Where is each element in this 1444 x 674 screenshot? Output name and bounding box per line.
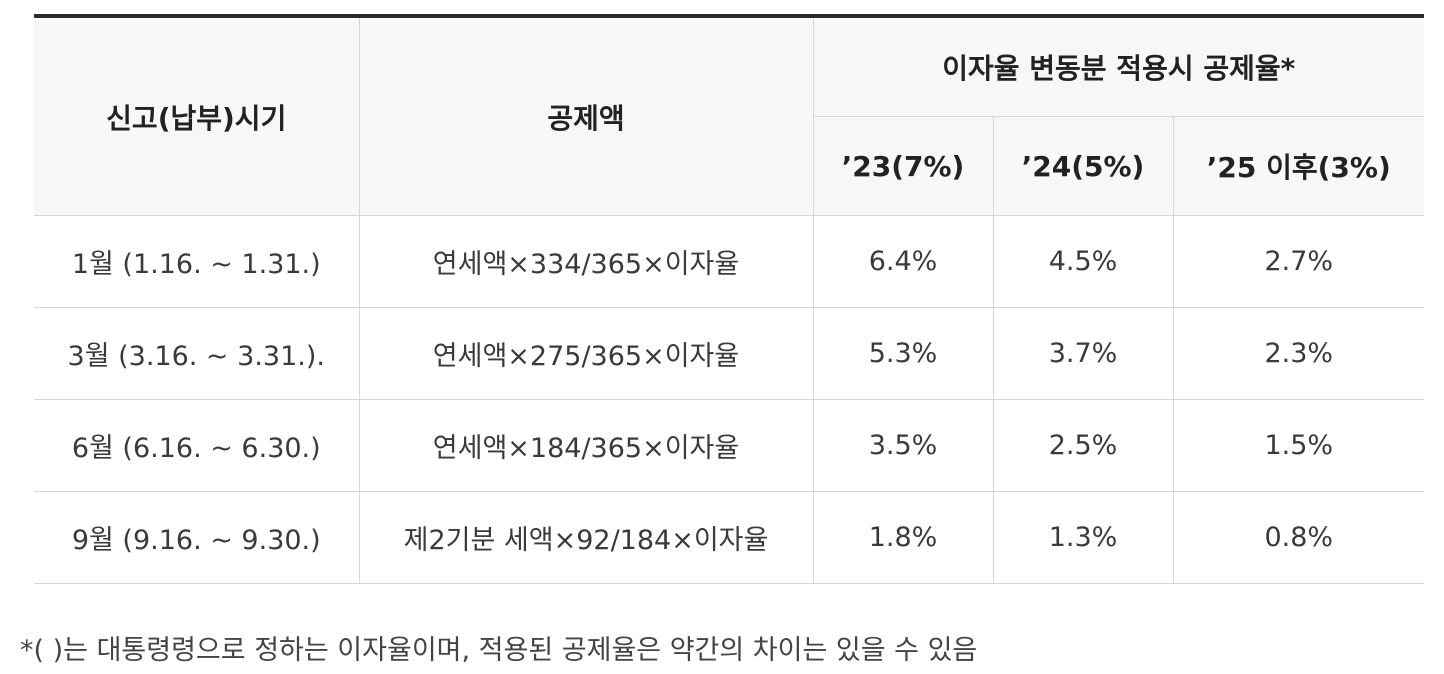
table-row: 3월 (3.16. ~ 3.31.). 연세액×275/365×이자율 5.3%… (34, 307, 1425, 400)
cell-rate-2024: 1.3% (992, 491, 1174, 584)
cell-rate-2025: 2.3% (1172, 307, 1425, 400)
header-year-2024: ’24(5%) (992, 116, 1174, 216)
table-row: 1월 (1.16. ~ 1.31.) 연세액×334/365×이자율 6.4% … (34, 215, 1425, 308)
deduction-rate-table: 신고(납부)시기 공제액 이자율 변동분 적용시 공제율* ’23(7%) ’2… (34, 14, 1425, 584)
cell-rate-2023: 5.3% (812, 307, 994, 400)
header-year-2023: ’23(7%) (813, 116, 994, 216)
cell-period: 1월 (1.16. ~ 1.31.) (34, 215, 360, 308)
cell-rate-2023: 1.8% (812, 491, 994, 584)
header-rate-group: 이자율 변동분 적용시 공제율* (812, 15, 1425, 117)
cell-rate-2023: 3.5% (812, 399, 994, 492)
cell-rate-2024: 4.5% (992, 215, 1174, 308)
cell-rate-2025: 0.8% (1172, 491, 1425, 584)
header-year-2025: ’25 이후(3%) (1172, 116, 1425, 216)
cell-period: 6월 (6.16. ~ 6.30.) (34, 399, 360, 492)
cell-period: 9월 (9.16. ~ 9.30.) (34, 491, 360, 584)
table-row: 6월 (6.16. ~ 6.30.) 연세액×184/365×이자율 3.5% … (34, 399, 1425, 492)
cell-formula: 연세액×184/365×이자율 (358, 399, 814, 492)
cell-rate-2025: 1.5% (1172, 399, 1425, 492)
cell-formula: 연세액×275/365×이자율 (358, 307, 814, 400)
cell-formula: 연세액×334/365×이자율 (358, 215, 814, 308)
cell-rate-2024: 3.7% (992, 307, 1174, 400)
header-deduction: 공제액 (358, 15, 814, 216)
cell-rate-2023: 6.4% (812, 215, 994, 308)
cell-rate-2025: 2.7% (1172, 215, 1425, 308)
header-period: 신고(납부)시기 (34, 15, 360, 216)
cell-period: 3월 (3.16. ~ 3.31.). (34, 307, 360, 400)
table-row: 9월 (9.16. ~ 9.30.) 제2기분 세액×92/184×이자율 1.… (34, 491, 1425, 584)
footnote: *( )는 대통령령으로 정하는 이자율이며, 적용된 공제율은 약간의 차이는… (20, 635, 978, 666)
cell-rate-2024: 2.5% (992, 399, 1174, 492)
cell-formula: 제2기분 세액×92/184×이자율 (358, 491, 814, 584)
deduction-rate-table-container: 신고(납부)시기 공제액 이자율 변동분 적용시 공제율* ’23(7%) ’2… (34, 14, 1425, 584)
